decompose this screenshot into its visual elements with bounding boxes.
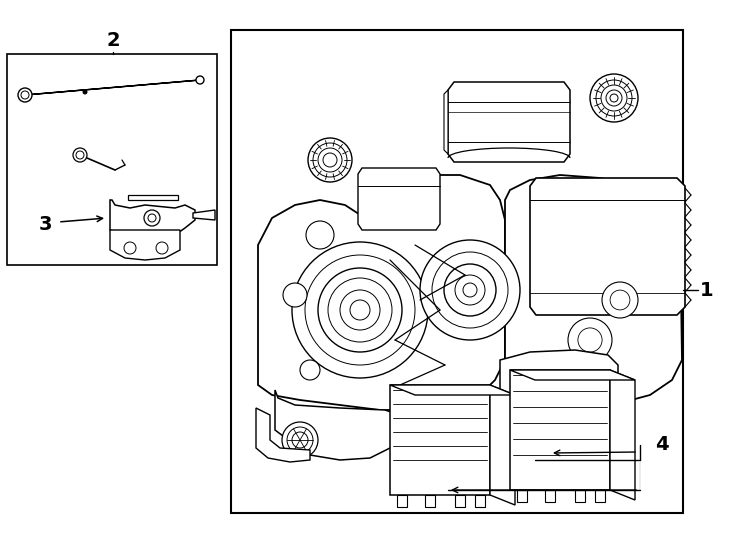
Circle shape	[73, 148, 87, 162]
Circle shape	[292, 432, 308, 448]
Circle shape	[323, 153, 337, 167]
Circle shape	[156, 242, 168, 254]
Polygon shape	[545, 490, 555, 502]
Circle shape	[328, 278, 392, 342]
Polygon shape	[610, 370, 635, 500]
Polygon shape	[575, 490, 585, 502]
Polygon shape	[128, 195, 178, 200]
Circle shape	[420, 240, 520, 340]
Circle shape	[148, 214, 156, 222]
Circle shape	[287, 427, 313, 453]
Circle shape	[83, 90, 87, 94]
Circle shape	[455, 275, 485, 305]
Polygon shape	[425, 495, 435, 507]
Circle shape	[518, 383, 542, 407]
Circle shape	[318, 148, 342, 172]
Circle shape	[292, 242, 428, 378]
Polygon shape	[231, 30, 683, 513]
Circle shape	[463, 283, 477, 297]
Polygon shape	[475, 495, 485, 507]
Circle shape	[282, 422, 318, 458]
Circle shape	[124, 242, 136, 254]
Circle shape	[340, 290, 380, 330]
Circle shape	[308, 138, 352, 182]
Polygon shape	[595, 490, 605, 502]
Polygon shape	[500, 350, 618, 445]
Polygon shape	[275, 390, 400, 460]
Circle shape	[306, 221, 334, 249]
Text: 4: 4	[655, 435, 669, 455]
Circle shape	[196, 76, 204, 84]
Polygon shape	[505, 175, 682, 405]
Circle shape	[76, 151, 84, 159]
Polygon shape	[455, 495, 465, 507]
Polygon shape	[193, 210, 215, 220]
Polygon shape	[530, 178, 685, 315]
Circle shape	[576, 386, 594, 404]
Polygon shape	[397, 495, 407, 507]
Polygon shape	[7, 54, 217, 265]
Polygon shape	[110, 200, 195, 235]
Circle shape	[432, 252, 508, 328]
Polygon shape	[358, 168, 440, 230]
Circle shape	[444, 264, 496, 316]
Circle shape	[601, 85, 627, 111]
Polygon shape	[110, 230, 180, 260]
Polygon shape	[490, 385, 515, 505]
Polygon shape	[390, 385, 490, 495]
Circle shape	[305, 255, 415, 365]
Text: 1: 1	[700, 280, 713, 300]
Polygon shape	[256, 408, 310, 462]
Circle shape	[602, 282, 638, 318]
Circle shape	[568, 318, 612, 362]
Circle shape	[610, 290, 630, 310]
Circle shape	[318, 268, 402, 352]
Circle shape	[590, 74, 638, 122]
Circle shape	[144, 210, 160, 226]
Circle shape	[550, 400, 570, 420]
Circle shape	[21, 91, 29, 99]
Polygon shape	[444, 90, 448, 154]
Circle shape	[300, 360, 320, 380]
Polygon shape	[517, 490, 527, 502]
Polygon shape	[21, 80, 204, 96]
Polygon shape	[390, 385, 515, 395]
Polygon shape	[448, 82, 570, 162]
Circle shape	[350, 300, 370, 320]
Circle shape	[596, 80, 632, 116]
Polygon shape	[510, 370, 635, 380]
Circle shape	[610, 94, 618, 102]
Text: 2: 2	[106, 31, 120, 50]
Circle shape	[578, 328, 602, 352]
Circle shape	[283, 283, 307, 307]
Circle shape	[313, 143, 347, 177]
Text: 3: 3	[38, 215, 52, 234]
Circle shape	[18, 88, 32, 102]
Polygon shape	[258, 175, 505, 410]
Polygon shape	[510, 370, 610, 490]
Circle shape	[606, 90, 622, 106]
